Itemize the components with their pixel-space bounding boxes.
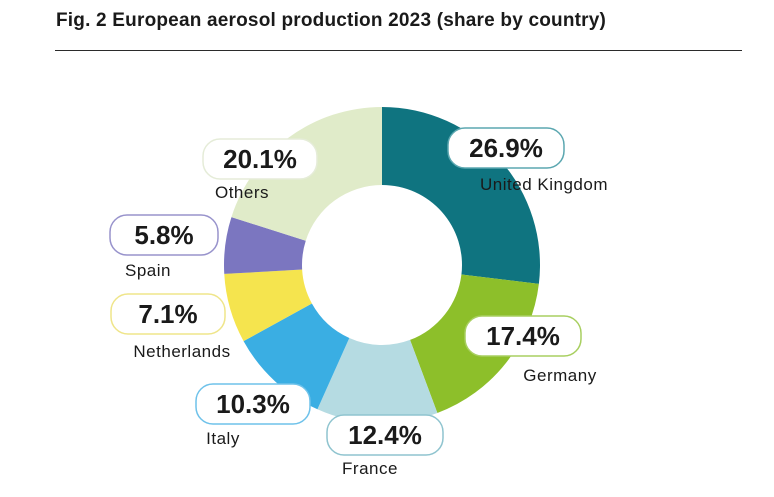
slice-netherlands xyxy=(224,269,312,342)
value-box-france xyxy=(326,414,444,456)
value-box-spain xyxy=(109,214,219,256)
category-label-netherlands: Netherlands xyxy=(133,342,230,361)
value-box-italy xyxy=(195,383,311,425)
slice-spain xyxy=(224,217,306,274)
value-label-netherlands: 7.1% xyxy=(138,299,197,329)
value-label-united-kingdom: 26.9% xyxy=(469,133,543,163)
value-box-united-kingdom xyxy=(447,127,565,169)
slice-labels: 26.9% United Kingdom 17.4% Germany 12.4% Fran… xyxy=(109,127,608,478)
value-box-others xyxy=(202,138,318,180)
slice-italy xyxy=(243,303,350,410)
category-label-spain: Spain xyxy=(125,261,171,280)
value-box-netherlands xyxy=(110,293,226,335)
value-label-germany: 17.4% xyxy=(486,321,560,351)
category-label-others: Others xyxy=(215,183,269,202)
value-label-spain: 5.8% xyxy=(134,220,193,250)
category-label-france: France xyxy=(342,459,398,478)
value-label-france: 12.4% xyxy=(348,420,422,450)
category-label-italy: Italy xyxy=(206,429,240,448)
value-label-others: 20.1% xyxy=(223,144,297,174)
slice-united-kingdom xyxy=(382,107,540,284)
category-label-united-kingdom: United Kingdom xyxy=(480,175,608,194)
title-divider xyxy=(55,50,742,51)
chart-title: Fig. 2 European aerosol production 2023 … xyxy=(56,10,607,31)
value-label-italy: 10.3% xyxy=(216,389,290,419)
value-box-germany xyxy=(464,315,582,357)
slice-france xyxy=(317,338,438,424)
category-label-germany: Germany xyxy=(523,366,596,385)
